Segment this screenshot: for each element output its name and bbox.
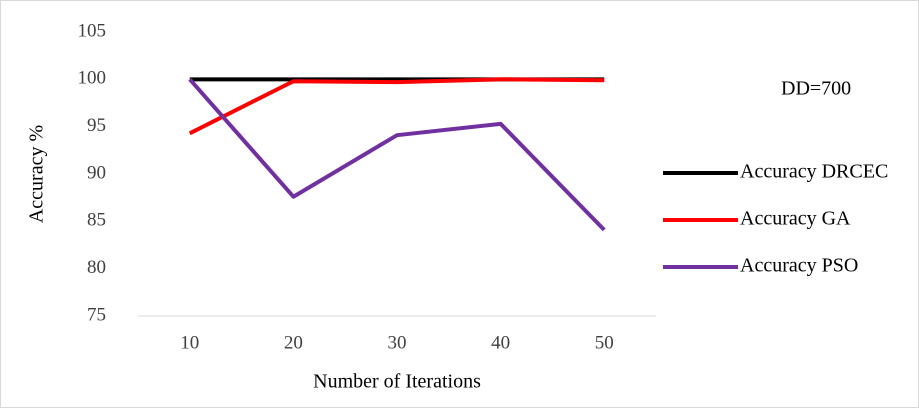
y-tick-label: 75 (87, 304, 106, 325)
legend-label: Accuracy PSO (740, 255, 858, 277)
annotation: DD=700 (781, 78, 851, 100)
x-tick-label: 50 (595, 332, 614, 353)
legend-label: Accuracy DRCEC (740, 161, 888, 183)
x-tick-label: 30 (388, 332, 407, 353)
y-tick-label: 80 (87, 257, 106, 278)
y-tick-label: 85 (87, 210, 106, 231)
series-line (188, 77, 605, 136)
x-tick-label: 20 (284, 332, 303, 353)
x-tick-label: 40 (491, 332, 510, 353)
x-tick-label: 10 (180, 332, 199, 353)
y-tick-label: 95 (87, 115, 106, 136)
y-tick-label: 100 (78, 68, 107, 89)
y-tick-label: 105 (78, 20, 107, 41)
y-tick-label: 90 (87, 162, 106, 183)
series-line (188, 78, 606, 232)
x-axis-title: Number of Iterations (313, 371, 481, 393)
y-axis-title: Accuracy % (26, 125, 48, 223)
legend-label: Accuracy GA (740, 208, 851, 230)
